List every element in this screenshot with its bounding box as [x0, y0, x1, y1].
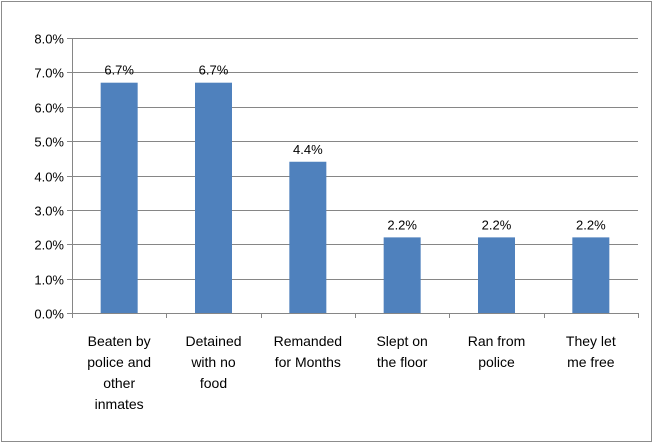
bars — [100, 82, 610, 313]
gridlines — [72, 38, 638, 280]
y-tick-label: 0.0% — [34, 307, 64, 322]
category-label: They let me free — [566, 333, 616, 370]
y-tick-label: 7.0% — [34, 66, 64, 81]
data-label: 2.2% — [387, 217, 417, 232]
data-labels: 6.7% 6.7% 4.4% 2.2% 2.2% 2.2% — [104, 63, 606, 233]
y-tick-labels: 0.0% 1.0% 2.0% 3.0% 4.0% 5.0% 6.0% 7.0% 8.0% — [34, 32, 64, 322]
y-tick-label: 2.0% — [34, 238, 64, 253]
y-tick-label: 1.0% — [34, 273, 64, 288]
bar — [289, 161, 327, 313]
y-tick-label: 4.0% — [34, 170, 64, 185]
y-tick-label: 6.0% — [34, 101, 64, 116]
category-label: Remanded for Months — [274, 333, 343, 370]
category-label: Slept on the floor — [376, 333, 427, 370]
category-label: Beaten by police and other inmates — [87, 333, 151, 412]
bar — [478, 237, 515, 313]
bar — [195, 82, 232, 313]
data-label: 4.4% — [293, 142, 323, 157]
data-label: 2.2% — [576, 217, 606, 232]
category-label: Detained with no food — [185, 333, 241, 391]
category-label: Ran from police — [468, 333, 526, 370]
data-label: 6.7% — [104, 63, 134, 78]
bar — [100, 82, 138, 313]
y-tick-label: 8.0% — [34, 32, 64, 47]
axes — [67, 38, 639, 318]
bar — [572, 237, 610, 313]
data-label: 6.7% — [199, 63, 229, 78]
y-tick-label: 3.0% — [34, 204, 64, 219]
data-label: 2.2% — [482, 217, 512, 232]
bar — [383, 237, 421, 313]
category-labels: Beaten by police and other inmates Detained w… — [87, 333, 616, 412]
y-tick-label: 5.0% — [34, 135, 64, 150]
